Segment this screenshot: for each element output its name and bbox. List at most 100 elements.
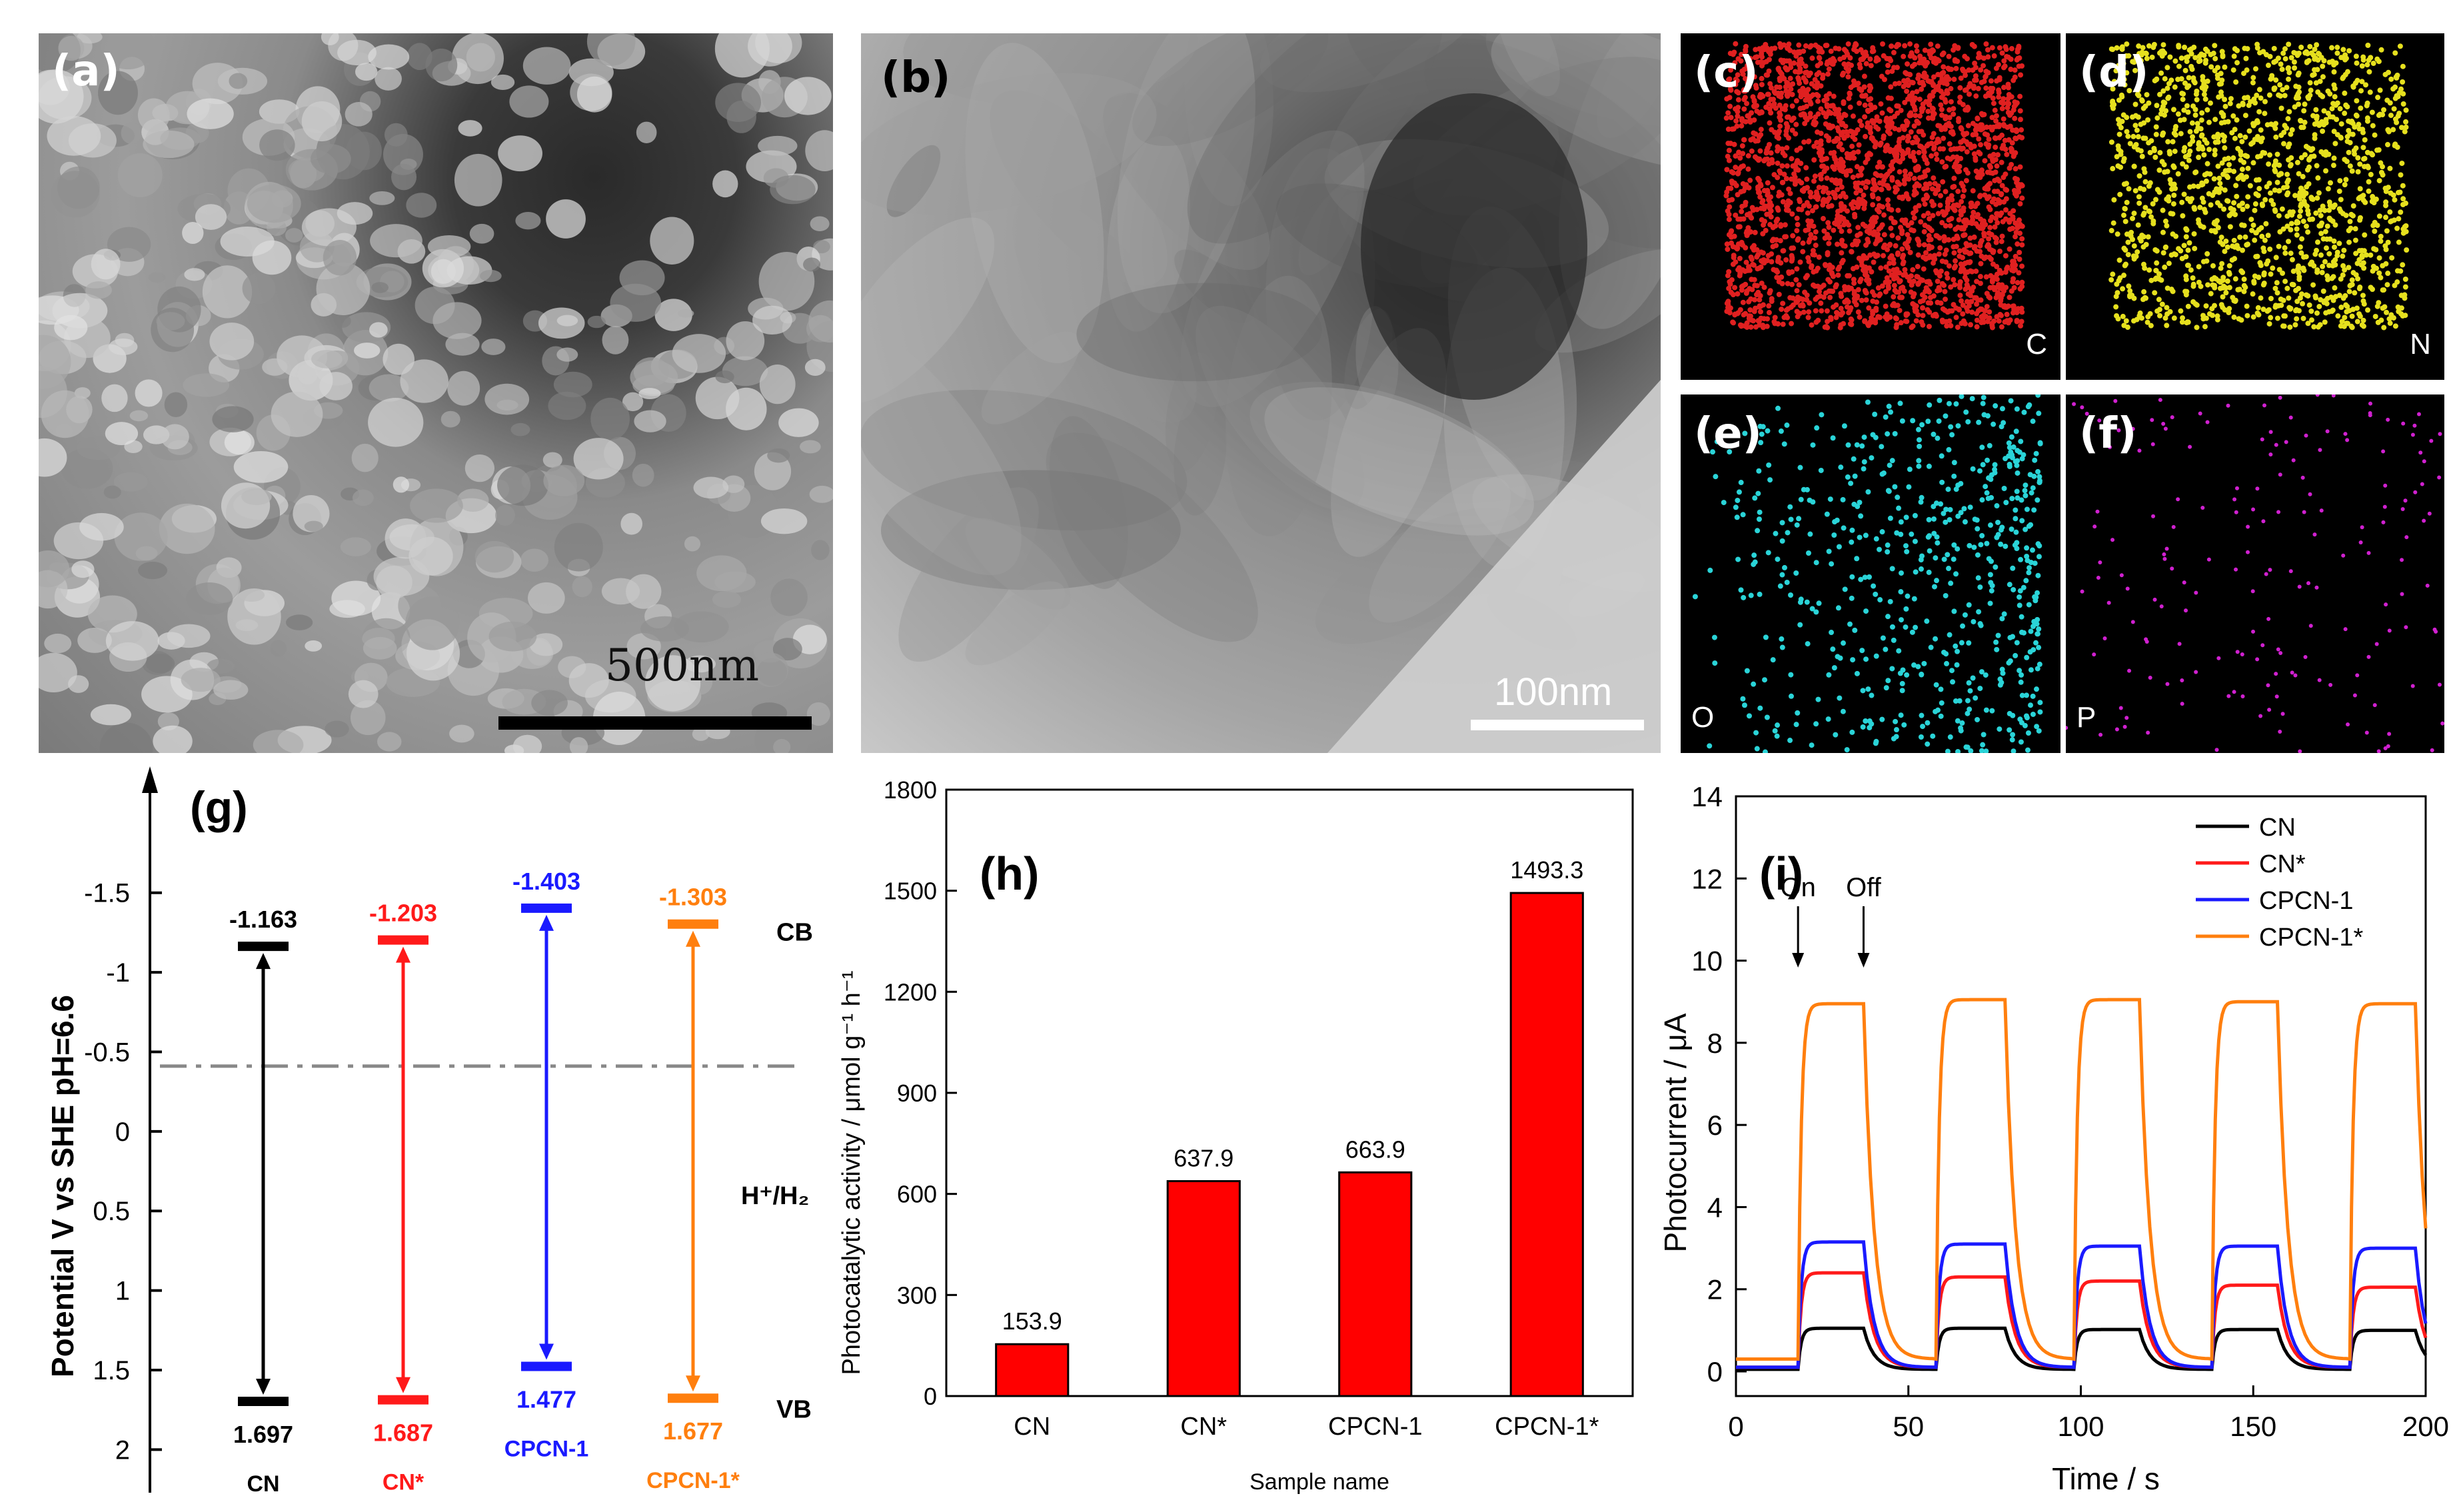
eds-dots-nitrogen: [2108, 41, 2410, 331]
sem-grain: [712, 590, 742, 608]
eds-dot: [1777, 123, 1783, 129]
eds-dot: [2374, 303, 2380, 309]
eds-dot: [2037, 661, 2043, 667]
eds-dot: [2234, 243, 2240, 249]
sem-grain: [684, 536, 701, 552]
eds-dot: [1754, 155, 1760, 161]
eds-dot: [1786, 41, 1792, 47]
eds-dot: [2398, 172, 2404, 178]
eds-dot: [1909, 629, 1915, 635]
eds-dot: [1816, 185, 1822, 191]
eds-dot: [1726, 197, 1732, 203]
tem-sheet: [886, 145, 941, 217]
eds-dot: [1935, 299, 1941, 305]
eds-dot: [2281, 129, 2287, 135]
eds-dot: [2116, 131, 2122, 137]
eds-dot: [2262, 111, 2268, 117]
eds-dot: [1919, 86, 1925, 92]
eds-dot: [2176, 44, 2182, 50]
eds-dot: [2301, 108, 2307, 114]
eds-dot: [1900, 123, 1906, 129]
eds-dot: [2360, 145, 2366, 151]
eds-dot: [1871, 177, 1877, 183]
eds-dot: [2208, 51, 2214, 57]
sem-grain: [457, 488, 489, 512]
eds-dot: [1783, 176, 1789, 182]
eds-dot: [1871, 293, 1877, 299]
eds-dot: [2273, 134, 2279, 140]
eds-dot: [2292, 322, 2298, 328]
eds-dot: [2164, 323, 2170, 329]
tem-sheet: [1225, 275, 1332, 536]
eds-dot: [1727, 204, 1733, 210]
eds-dot: [1818, 467, 1824, 473]
eds-dot: [2003, 187, 2009, 193]
eds-dot: [2394, 268, 2400, 274]
eds-dot: [2368, 252, 2374, 258]
eds-dot: [2403, 201, 2409, 207]
eds-dot: [2266, 307, 2272, 313]
eds-dot: [1757, 705, 1763, 711]
eds-dot: [2380, 112, 2386, 118]
eds-dot: [1789, 91, 1795, 97]
eds-dot: [2353, 272, 2359, 278]
eds-dot: [1798, 496, 1804, 502]
eds-dot: [2024, 545, 2030, 551]
eds-dot: [1865, 124, 1871, 130]
sem-grain: [350, 700, 386, 736]
eds-dot: [1944, 81, 1950, 87]
eds-dot: [1771, 172, 1777, 178]
eds-dot: [1733, 41, 1739, 47]
eds-dot: [2019, 319, 2025, 325]
eds-dot: [1949, 215, 1955, 221]
eds-dot: [1857, 65, 1863, 71]
eds-dot: [1827, 235, 1833, 241]
eds-dot: [1859, 297, 1865, 303]
eds-dot: [2108, 277, 2114, 283]
eds-dot: [1970, 466, 1976, 472]
eds-dot: [2262, 237, 2268, 243]
eds-dot: [2122, 247, 2128, 253]
eds-dot: [1871, 259, 1877, 265]
eds-dot: [2007, 246, 2013, 252]
eds-dot: [2189, 66, 2195, 72]
eds-dot: [1985, 457, 1991, 463]
eds-dot: [1799, 207, 1805, 213]
tem-sheet: [1496, 33, 1560, 97]
eds-dot: [1839, 250, 1845, 256]
sem-grain: [68, 675, 89, 693]
eds-dot: [2386, 316, 2392, 322]
eds-dot: [1999, 50, 2005, 56]
eds-dot: [2294, 226, 2300, 232]
eds-dot: [2225, 119, 2231, 125]
sem-grain: [425, 48, 458, 82]
eds-dot: [1841, 99, 1847, 105]
eds-dot: [2015, 280, 2021, 286]
eds-dot: [1887, 56, 1893, 62]
eds-dot: [1847, 228, 1853, 234]
eds-dot: [1963, 409, 1969, 415]
eds-dot: [1983, 69, 1989, 75]
eds-dot: [1922, 295, 1928, 301]
eds-dot: [2182, 289, 2188, 295]
eds-dot: [2023, 692, 2029, 698]
eds-dot: [2402, 129, 2408, 135]
eds-dot: [2162, 315, 2168, 321]
eds-dot: [2310, 113, 2316, 119]
eds-dot: [1954, 154, 1960, 160]
eds-dot: [1971, 544, 1977, 550]
eds-dot: [1926, 323, 1932, 329]
eds-dot: [1960, 311, 1966, 317]
eds-dot: [1753, 85, 1759, 91]
eds-dot: [2212, 43, 2218, 49]
eds-dot: [1855, 287, 1861, 293]
eds-dot: [1729, 180, 1735, 186]
eds-dot: [1910, 140, 1916, 146]
eds-dot: [1857, 188, 1863, 194]
eds-dot: [1833, 310, 1839, 316]
eds-dot: [2387, 321, 2393, 327]
eds-dot: [1946, 53, 1952, 59]
eds-dot: [1888, 116, 1894, 122]
eds-dot: [1907, 41, 1913, 47]
eds-dot: [1768, 85, 1774, 91]
